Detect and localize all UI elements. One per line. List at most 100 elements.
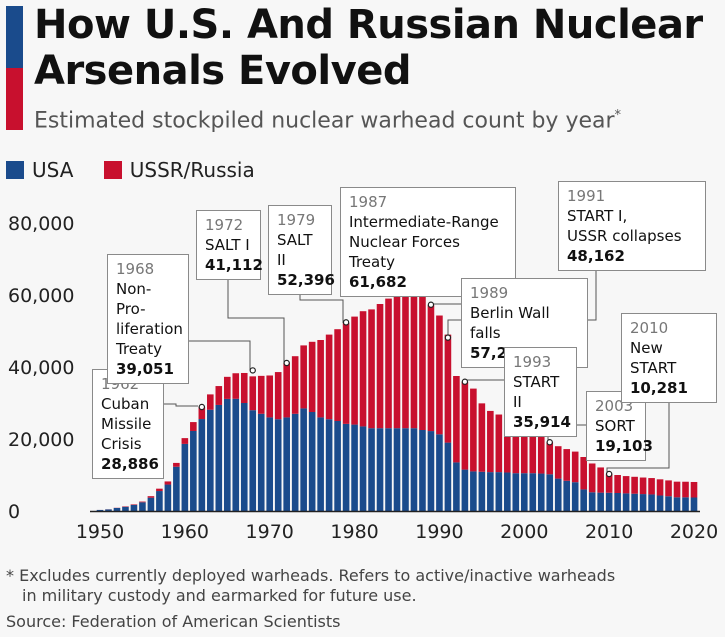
legend: USA USSR/Russia: [6, 158, 279, 184]
bar-russia-2012: [622, 476, 630, 494]
bar-usa-1995: [478, 471, 486, 511]
bar-usa-2003: [546, 474, 554, 511]
bar-russia-1991: [444, 334, 452, 443]
accent-red: [6, 68, 23, 130]
legend-item-usa: USA: [6, 158, 73, 182]
bar-russia-1970: [266, 375, 274, 418]
annotation-value: 10,281: [630, 379, 688, 397]
x-tick-label: 1960: [161, 521, 209, 543]
bar-russia-2002: [537, 435, 545, 474]
bar-usa-1990: [436, 434, 443, 511]
bar-usa-1954: [130, 504, 138, 511]
bar-russia-2005: [563, 449, 571, 481]
bar-usa-1962: [198, 419, 206, 511]
bar-russia-1962: [198, 407, 206, 420]
bar-russia-1958: [164, 481, 172, 485]
bar-usa-1959: [173, 466, 180, 511]
annotation-1972: 1972 SALT I 41,112: [196, 210, 263, 280]
annotation-1991: 1991 START I, USSR collapses 48,162: [558, 181, 706, 271]
legend-label-usa: USA: [32, 158, 74, 182]
bar-usa-2016: [656, 495, 664, 511]
bar-usa-2005: [563, 480, 571, 511]
annotation-event: Non-Pro-: [116, 280, 152, 318]
x-tick-label: 2020: [670, 521, 718, 543]
chart-subtitle: Estimated stockpiled nuclear warhead cou…: [34, 108, 621, 133]
annotation-event: USSR collapses: [567, 227, 682, 245]
bar-russia-2011: [614, 475, 621, 493]
bar-russia-2006: [571, 451, 579, 483]
annotation-value: 35,914: [513, 413, 571, 431]
bar-russia-2003: [546, 442, 554, 475]
bar-usa-1987: [410, 428, 418, 511]
x-tick-label: 1990: [415, 521, 463, 543]
bar-usa-2013: [631, 493, 638, 511]
y-tick-label: 40,000: [8, 357, 74, 379]
bar-usa-2015: [648, 494, 655, 511]
bar-usa-1985: [393, 428, 401, 511]
legend-swatch-russia: [103, 161, 122, 179]
bar-usa-1972: [283, 417, 290, 511]
legend-swatch-usa: [6, 161, 24, 179]
annotation-year: 1968: [116, 260, 155, 278]
legend-item-russia: USSR/Russia: [103, 158, 255, 182]
bar-russia-1981: [359, 311, 367, 427]
bar-russia-1977: [325, 334, 333, 420]
bar-russia-1955: [139, 501, 146, 503]
bar-usa-1982: [368, 428, 375, 511]
bar-usa-1961: [190, 430, 197, 511]
annotation-year: 1991: [567, 187, 606, 205]
bar-usa-1958: [164, 484, 172, 511]
annotation-value: 28,886: [101, 455, 159, 473]
bar-usa-2004: [554, 478, 562, 511]
bar-usa-2009: [597, 492, 604, 511]
chart-title: How U.S. And Russian Nuclear Arsenals Ev…: [34, 2, 703, 94]
bar-russia-1968: [249, 376, 257, 411]
bar-russia-1989: [427, 305, 435, 432]
bar-usa-1999: [512, 473, 520, 511]
bar-usa-1963: [207, 409, 214, 511]
marker-1979: [342, 319, 350, 326]
bar-russia-2014: [639, 477, 647, 495]
marker-1968: [249, 367, 256, 374]
bar-usa-1975: [308, 412, 316, 511]
bar-russia-1954: [130, 504, 138, 505]
bar-russia-2007: [580, 457, 587, 490]
bar-russia-1963: [207, 394, 214, 410]
annotation-1979: 1979 SALT II 52,396: [268, 205, 335, 295]
bar-usa-1966: [232, 398, 240, 511]
bar-russia-1965: [223, 376, 231, 399]
bar-russia-1957: [156, 488, 163, 492]
annotation-event: Nuclear Forces Treaty: [349, 233, 460, 271]
marker-1989: [427, 301, 435, 308]
annotation-value: 48,162: [567, 247, 625, 265]
bar-usa-1956: [147, 497, 155, 511]
bar-usa-1991: [444, 442, 452, 511]
bar-russia-1990: [436, 315, 443, 435]
bar-usa-1970: [266, 417, 274, 511]
bar-russia-1978: [334, 329, 341, 421]
annotation-event: SORT: [595, 417, 635, 435]
bar-russia-2000: [520, 430, 528, 474]
x-tick-label: 1980: [330, 521, 378, 543]
x-tick-label: 1970: [246, 521, 294, 543]
bar-usa-1977: [325, 419, 333, 511]
bar-russia-1999: [512, 422, 520, 474]
bar-russia-2018: [673, 481, 681, 498]
bar-usa-1998: [504, 472, 511, 511]
bar-russia-1994: [470, 388, 477, 472]
annotation-value: 61,682: [349, 273, 407, 291]
x-tick-label: 2010: [585, 521, 633, 543]
bar-russia-2016: [656, 479, 664, 496]
bar-russia-1975: [308, 341, 316, 412]
annotation-event: SALT I: [205, 236, 250, 254]
bar-usa-2006: [571, 482, 579, 511]
annotation-event: SALT II: [277, 231, 313, 269]
bar-usa-2020: [690, 497, 698, 511]
annotation-value: 19,103: [595, 437, 653, 455]
bar-russia-2020: [690, 481, 698, 498]
bar-russia-1956: [147, 496, 155, 498]
bar-russia-1980: [351, 316, 358, 425]
bar-usa-1989: [427, 431, 435, 511]
bar-russia-1974: [300, 345, 307, 409]
annotation-value: 39,051: [116, 360, 174, 378]
